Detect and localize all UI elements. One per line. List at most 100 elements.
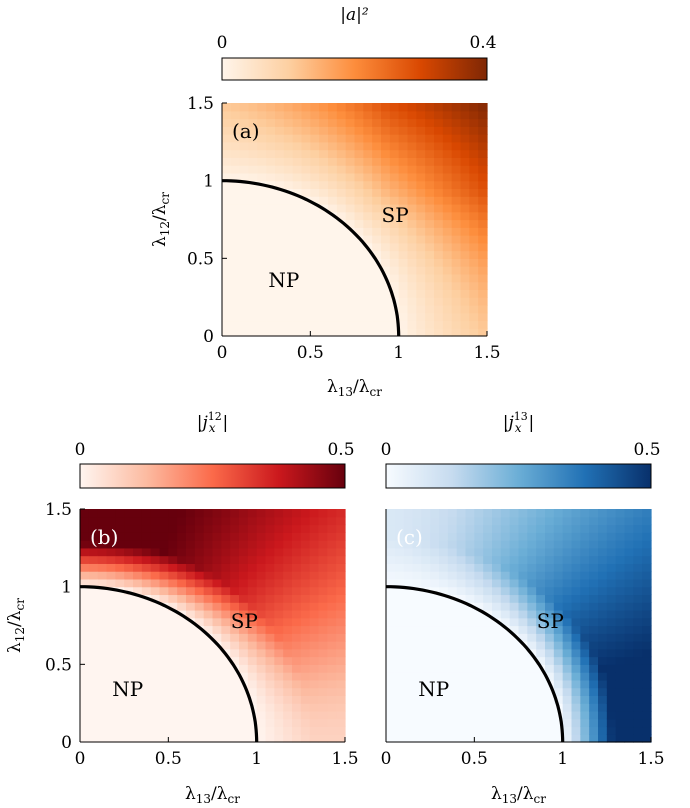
heatmap-cell bbox=[212, 540, 222, 549]
heatmap-cell bbox=[642, 718, 652, 728]
heatmap-cell bbox=[319, 141, 329, 151]
panel-label: (a) bbox=[232, 119, 260, 143]
heatmap-cell bbox=[124, 625, 134, 634]
heatmap-cell bbox=[407, 281, 417, 290]
heatmap-cell bbox=[386, 664, 396, 673]
heatmap-cell bbox=[212, 633, 222, 642]
heatmap-cell bbox=[545, 524, 555, 533]
heatmap-cell bbox=[474, 687, 484, 696]
heatmap-cell bbox=[412, 602, 422, 611]
heatmap-cell bbox=[336, 157, 347, 166]
heatmap-cell bbox=[319, 273, 329, 283]
heatmap-cell bbox=[500, 563, 511, 572]
heatmap-cell bbox=[256, 656, 267, 665]
heatmap-cell bbox=[407, 304, 417, 314]
heatmap-cell bbox=[430, 726, 440, 735]
heatmap-cell bbox=[509, 547, 520, 557]
heatmap-cell bbox=[239, 571, 249, 580]
heatmap-cell bbox=[248, 203, 258, 213]
heatmap-cell bbox=[492, 509, 502, 518]
heatmap-cell bbox=[256, 578, 267, 588]
heatmap-cell bbox=[527, 687, 537, 696]
heatmap-cell bbox=[615, 648, 626, 658]
heatmap-cell bbox=[292, 281, 303, 290]
heatmap-cell bbox=[439, 726, 449, 735]
heatmap-cell bbox=[430, 571, 440, 580]
heatmap-cell bbox=[336, 188, 347, 197]
heatmap-cell bbox=[447, 687, 458, 696]
heatmap-cell bbox=[319, 266, 329, 275]
heatmap-cell bbox=[319, 242, 329, 252]
heatmap-cell bbox=[257, 211, 267, 221]
heatmap-cell bbox=[80, 578, 90, 588]
heatmap-cell bbox=[421, 625, 431, 634]
heatmap-cell bbox=[265, 571, 275, 580]
heatmap-cell bbox=[97, 547, 108, 557]
heatmap-cell bbox=[230, 563, 240, 572]
heatmap-cell bbox=[310, 149, 320, 158]
heatmap-cell bbox=[447, 532, 458, 541]
heatmap-cell bbox=[598, 586, 608, 596]
heatmap-cell bbox=[615, 695, 626, 704]
heatmap-cell bbox=[536, 726, 546, 735]
heatmap-cell bbox=[328, 289, 338, 298]
heatmap-cell bbox=[230, 648, 240, 658]
heatmap-cell bbox=[456, 672, 467, 681]
heatmap-cell bbox=[492, 586, 502, 596]
heatmap-cell bbox=[407, 157, 417, 166]
heatmap-cell bbox=[177, 710, 187, 720]
heatmap-cell bbox=[545, 594, 555, 603]
heatmap-cell bbox=[354, 211, 364, 221]
heatmap-cell bbox=[624, 540, 634, 549]
heatmap-cell bbox=[434, 203, 444, 213]
heatmap-cell bbox=[239, 578, 249, 588]
heatmap-cell bbox=[465, 679, 475, 689]
heatmap-cell bbox=[319, 289, 329, 298]
heatmap-cell bbox=[398, 297, 409, 306]
heatmap-cell bbox=[500, 664, 511, 673]
heatmap-cell bbox=[403, 578, 414, 588]
heatmap-cell bbox=[430, 672, 440, 681]
heatmap-cell bbox=[416, 196, 426, 205]
heatmap-cell bbox=[500, 641, 511, 650]
heatmap-cell bbox=[257, 242, 267, 252]
heatmap-cell bbox=[239, 235, 250, 244]
heatmap-cell bbox=[394, 586, 405, 596]
heatmap-cell bbox=[430, 648, 440, 658]
heatmap-cell bbox=[194, 617, 205, 627]
heatmap-cell bbox=[642, 687, 652, 696]
heatmap-cell bbox=[615, 726, 626, 735]
heatmap-cell bbox=[283, 571, 293, 580]
heatmap-cell bbox=[88, 617, 99, 627]
heatmap-cell bbox=[412, 563, 422, 572]
heatmap-cell bbox=[133, 656, 143, 665]
heatmap-cell bbox=[407, 266, 417, 275]
heatmap-cell bbox=[265, 656, 275, 665]
heatmap-cell bbox=[186, 563, 196, 572]
heatmap-cell bbox=[398, 273, 409, 283]
y-tick-label: 1.5 bbox=[187, 94, 214, 114]
heatmap-cell bbox=[553, 586, 564, 596]
heatmap-cell bbox=[447, 563, 458, 572]
heatmap-cell bbox=[412, 509, 422, 518]
heatmap-cell bbox=[509, 625, 520, 634]
heatmap-cell bbox=[275, 165, 285, 174]
heatmap-cell bbox=[500, 726, 511, 735]
heatmap-cell bbox=[283, 524, 293, 533]
heatmap-cell bbox=[500, 679, 511, 689]
heatmap-cell bbox=[168, 617, 178, 627]
heatmap-cell bbox=[606, 563, 617, 572]
heatmap-cell bbox=[363, 134, 373, 143]
heatmap-cell bbox=[500, 734, 511, 743]
heatmap-cell bbox=[474, 672, 484, 681]
heatmap-cell bbox=[274, 586, 284, 596]
heatmap-cell bbox=[389, 273, 400, 283]
heatmap-cell bbox=[527, 710, 537, 720]
heatmap-cell bbox=[474, 609, 484, 619]
heatmap-cell bbox=[159, 664, 169, 673]
heatmap-cell bbox=[133, 578, 143, 588]
heatmap-cell bbox=[354, 165, 364, 174]
heatmap-cell bbox=[319, 211, 329, 221]
heatmap-cell bbox=[336, 118, 347, 127]
heatmap-cell bbox=[509, 664, 520, 673]
